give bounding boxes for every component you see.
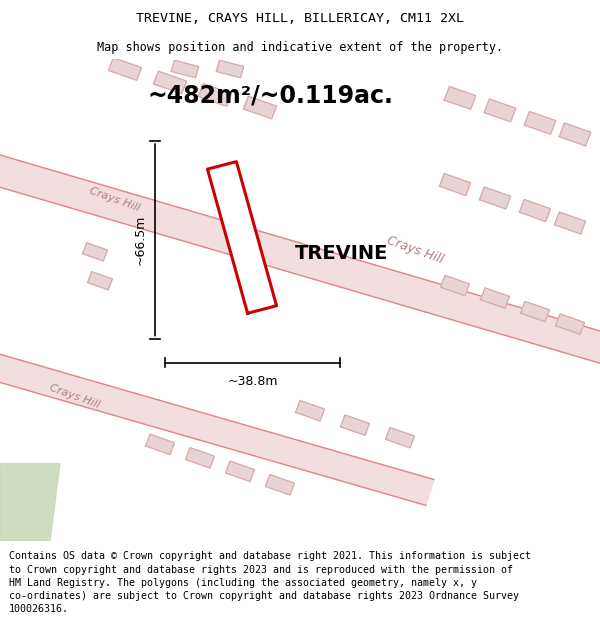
Polygon shape — [83, 243, 107, 261]
Polygon shape — [484, 99, 516, 122]
Text: ~66.5m: ~66.5m — [134, 214, 147, 265]
Polygon shape — [217, 60, 244, 78]
Polygon shape — [556, 314, 584, 334]
Text: Crays Hill: Crays Hill — [385, 234, 445, 266]
Polygon shape — [88, 272, 112, 290]
Polygon shape — [146, 434, 175, 454]
Polygon shape — [520, 199, 551, 221]
Polygon shape — [524, 111, 556, 134]
Text: Map shows position and indicative extent of the property.: Map shows position and indicative extent… — [97, 41, 503, 54]
Text: ~482m²/~0.119ac.: ~482m²/~0.119ac. — [148, 84, 394, 108]
Polygon shape — [341, 415, 370, 435]
Polygon shape — [266, 474, 295, 495]
Polygon shape — [154, 71, 187, 94]
Polygon shape — [199, 84, 232, 106]
Polygon shape — [386, 428, 415, 448]
Polygon shape — [559, 123, 591, 146]
Polygon shape — [226, 461, 254, 481]
Text: Contains OS data © Crown copyright and database right 2021. This information is : Contains OS data © Crown copyright and d… — [9, 551, 531, 614]
Polygon shape — [208, 162, 277, 313]
Polygon shape — [172, 60, 199, 78]
Polygon shape — [0, 151, 600, 368]
Polygon shape — [109, 58, 142, 80]
Polygon shape — [0, 349, 434, 506]
Text: Crays Hill: Crays Hill — [88, 185, 142, 213]
Polygon shape — [244, 96, 277, 119]
Polygon shape — [440, 276, 469, 296]
Polygon shape — [481, 288, 509, 308]
Polygon shape — [0, 464, 60, 541]
Text: TREVINE: TREVINE — [295, 244, 388, 263]
Polygon shape — [296, 401, 325, 421]
Polygon shape — [521, 301, 550, 322]
Text: ~38.8m: ~38.8m — [227, 375, 278, 388]
Polygon shape — [185, 448, 214, 468]
Text: Crays Hill: Crays Hill — [49, 382, 101, 410]
Polygon shape — [479, 187, 511, 209]
Polygon shape — [444, 86, 476, 109]
Polygon shape — [439, 174, 470, 196]
Text: TREVINE, CRAYS HILL, BILLERICAY, CM11 2XL: TREVINE, CRAYS HILL, BILLERICAY, CM11 2X… — [136, 12, 464, 26]
Polygon shape — [554, 212, 586, 234]
